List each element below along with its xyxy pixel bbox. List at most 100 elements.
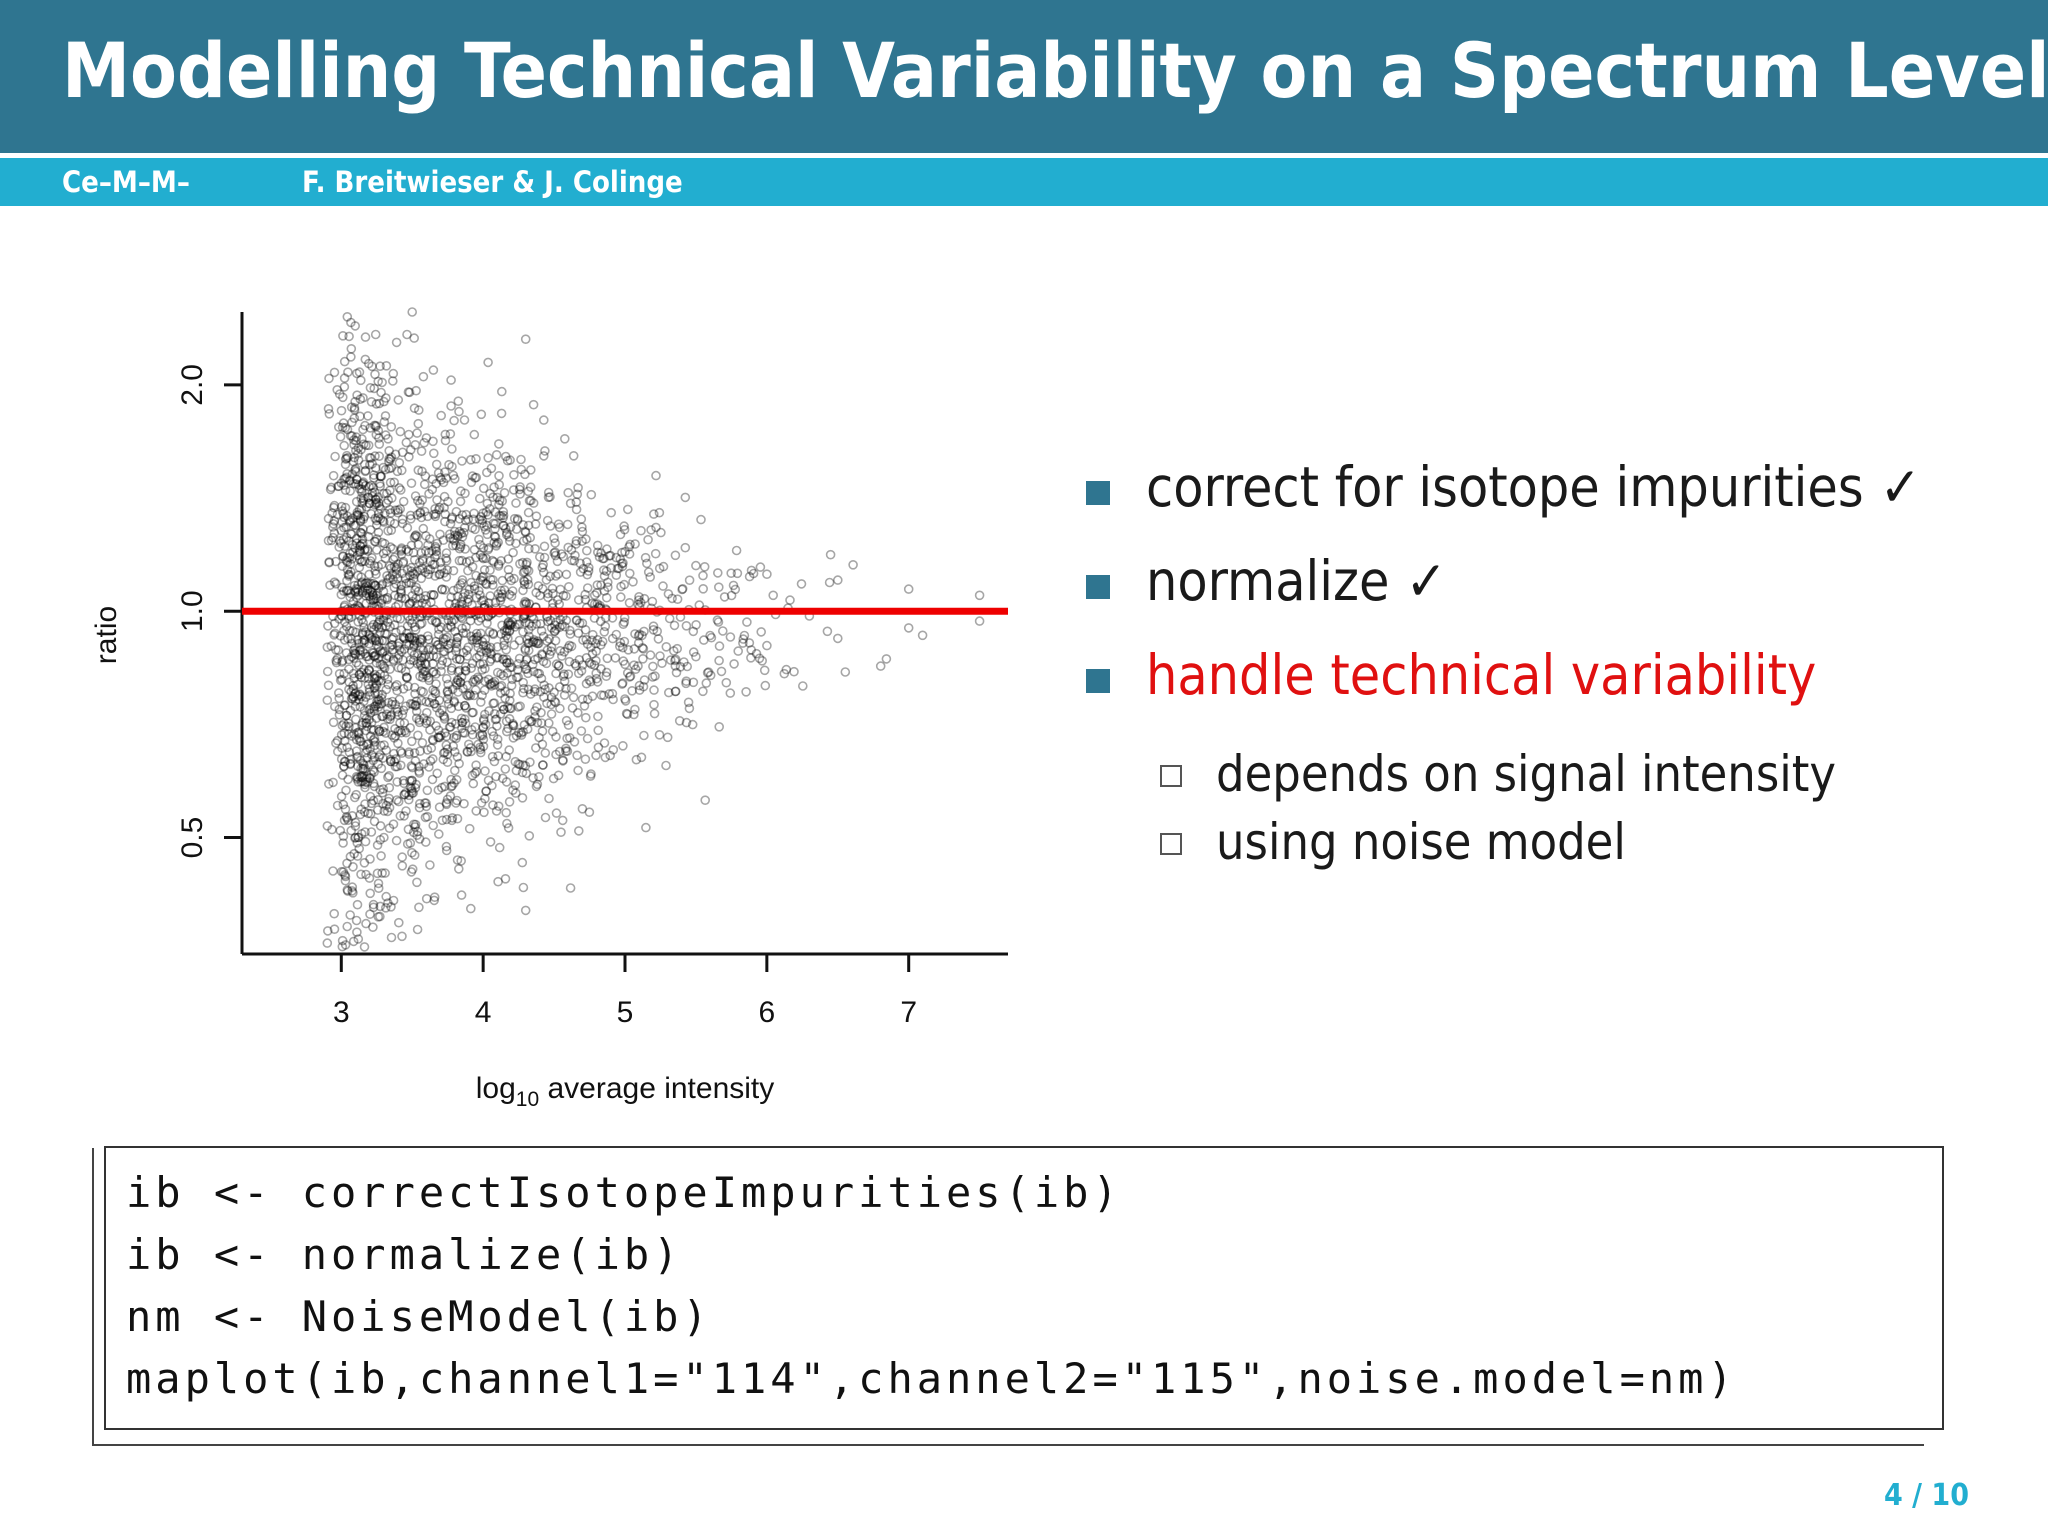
scatter-point	[359, 622, 369, 633]
scatter-point	[618, 656, 629, 666]
scatter-point	[681, 620, 692, 631]
scatter-point	[441, 740, 452, 750]
scatter-point	[738, 634, 749, 644]
scatter-point	[546, 709, 557, 719]
scatter-point	[530, 684, 540, 694]
scatter-point	[619, 579, 630, 590]
scatter-point	[364, 714, 374, 725]
scatter-point	[381, 546, 392, 556]
scatter-point	[824, 577, 835, 588]
scatter-point	[371, 515, 382, 526]
scatter-point	[391, 337, 402, 348]
scatter-point	[538, 559, 549, 570]
scatter-point	[351, 496, 362, 507]
scatter-point	[370, 513, 381, 524]
scatter-point	[350, 479, 361, 489]
scatter-point	[713, 582, 724, 593]
scatter-point	[392, 573, 403, 584]
scatter-point	[532, 638, 543, 649]
scatter-point	[461, 690, 472, 700]
scatter-point	[350, 821, 361, 831]
scatter-point	[356, 691, 367, 702]
scatter-point	[435, 529, 445, 540]
scatter-point	[698, 570, 708, 581]
scatter-point	[410, 822, 420, 832]
scatter-point	[614, 641, 625, 652]
scatter-point	[582, 569, 593, 580]
scatter-point	[324, 557, 335, 568]
scatter-point	[359, 705, 370, 716]
scatter-point	[620, 546, 630, 557]
scatter-point	[395, 760, 406, 771]
scatter-point	[406, 478, 417, 488]
scatter-point	[418, 645, 429, 656]
scatter-point	[573, 628, 584, 639]
scatter-point	[342, 511, 353, 521]
scatter-point	[397, 514, 408, 525]
scatter-point	[462, 651, 473, 661]
scatter-point	[415, 619, 426, 630]
scatter-point	[350, 701, 361, 712]
scatter-point	[475, 628, 486, 639]
scatter-point	[424, 651, 435, 662]
scatter-point	[368, 578, 379, 589]
hollow-square-bullet-icon	[1160, 833, 1182, 855]
scatter-point	[440, 435, 451, 446]
scatter-point	[442, 757, 453, 768]
scatter-point	[365, 423, 376, 433]
scatter-point	[530, 706, 540, 716]
scatter-point	[505, 688, 515, 699]
scatter-point	[347, 731, 357, 741]
scatter-point	[418, 666, 429, 677]
scatter-point	[355, 546, 366, 557]
scatter-point	[362, 721, 372, 732]
scatter-point	[583, 566, 594, 576]
scatter-point	[325, 484, 336, 495]
scatter-point	[417, 495, 428, 505]
scatter-point	[361, 717, 372, 728]
scatter-point	[447, 780, 457, 791]
scatter-point	[415, 643, 426, 653]
scatter-point	[527, 716, 537, 727]
scatter-point	[379, 396, 389, 407]
scatter-point	[440, 509, 451, 519]
scatter-point	[371, 680, 382, 690]
scatter-point	[364, 591, 375, 602]
scatter-point	[451, 636, 462, 647]
scatter-point	[453, 687, 463, 697]
scatter-point	[453, 396, 464, 406]
scatter-point	[380, 411, 391, 421]
scatter-point	[441, 572, 452, 582]
scatter-point	[373, 759, 384, 770]
scatter-point	[505, 455, 515, 465]
scatter-point	[509, 470, 519, 480]
scatter-point	[565, 498, 576, 509]
scatter-point	[465, 690, 476, 701]
scatter-point	[353, 443, 364, 453]
scatter-point	[518, 626, 528, 637]
scatter-point	[611, 629, 622, 640]
scatter-point	[375, 911, 385, 922]
scatter-point	[425, 556, 436, 566]
scatter-point	[500, 764, 511, 774]
scatter-point	[545, 521, 556, 531]
scatter-point	[338, 838, 348, 848]
scatter-point	[371, 713, 382, 724]
scatter-point	[425, 716, 436, 727]
scatter-point	[381, 488, 392, 499]
scatter-point	[335, 431, 346, 442]
scatter-point	[556, 549, 567, 559]
scatter-point	[331, 644, 341, 655]
scatter-point	[493, 801, 504, 812]
scatter-point	[381, 393, 391, 403]
scatter-point	[432, 495, 442, 505]
scatter-point	[347, 417, 357, 428]
scatter-point	[374, 726, 385, 736]
scatter-point	[733, 646, 744, 656]
scatter-point	[457, 623, 467, 634]
scatter-point	[340, 756, 351, 767]
scatter-point	[430, 571, 440, 581]
scatter-point	[353, 510, 364, 521]
scatter-point	[482, 498, 493, 509]
scatter-point	[515, 482, 525, 492]
